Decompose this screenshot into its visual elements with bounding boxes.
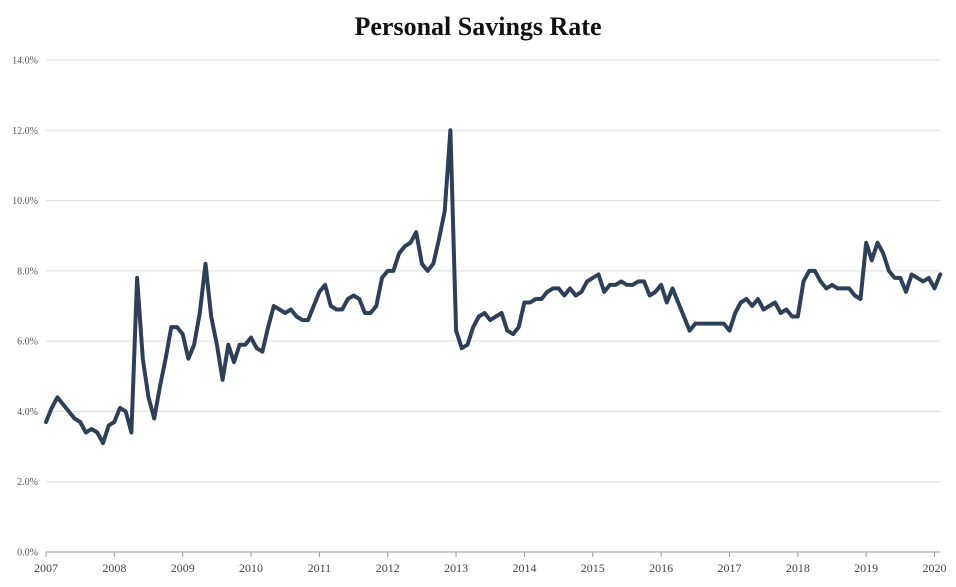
x-tick-label: 2008 bbox=[102, 561, 126, 575]
x-tick-label: 2007 bbox=[34, 561, 58, 575]
x-tick-label: 2014 bbox=[512, 561, 536, 575]
y-tick-label: 6.0% bbox=[17, 337, 38, 348]
series-line-savings-rate bbox=[44, 128, 943, 446]
y-tick-label: 2.0% bbox=[17, 477, 38, 488]
y-tick-label: 4.0% bbox=[17, 407, 38, 418]
gridlines bbox=[46, 59, 940, 483]
x-tick-label: 2009 bbox=[171, 561, 195, 575]
x-tick-label: 2013 bbox=[444, 561, 468, 575]
y-tick-label: 8.0% bbox=[17, 266, 38, 277]
x-tick-label: 2016 bbox=[649, 561, 673, 575]
x-tick-label: 2017 bbox=[717, 561, 741, 575]
x-tick-label: 2019 bbox=[854, 561, 878, 575]
x-tick-label: 2020 bbox=[923, 561, 947, 575]
chart-title: Personal Savings Rate bbox=[355, 12, 602, 41]
x-axis-ticks: 2007 2008 2009 2010 2011 2012 2013 2014 2015 2016… bbox=[34, 552, 947, 575]
y-tick-label: 10.0% bbox=[12, 196, 38, 207]
y-axis-tick-labels: 0.0% 2.0% 4.0% 6.0% 8.0% 10.0% 12.0% 14.0% bbox=[12, 56, 38, 559]
series-layer bbox=[44, 128, 943, 446]
y-tick-label: 0.0% bbox=[17, 548, 38, 559]
x-tick-label: 2018 bbox=[786, 561, 810, 575]
x-tick-label: 2010 bbox=[239, 561, 263, 575]
y-tick-label: 14.0% bbox=[12, 56, 38, 67]
x-tick-label: 2011 bbox=[308, 561, 332, 575]
x-tick-label: 2015 bbox=[581, 561, 605, 575]
x-tick-label: 2012 bbox=[376, 561, 400, 575]
y-tick-label: 12.0% bbox=[12, 126, 38, 137]
